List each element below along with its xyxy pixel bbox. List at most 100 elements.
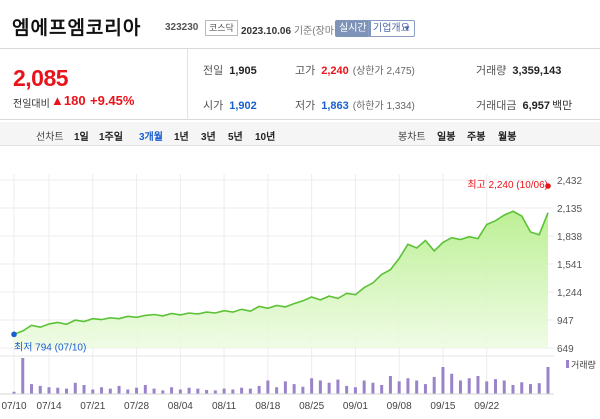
tab-1y[interactable]: 1년: [174, 132, 189, 143]
volume-bar: [546, 367, 550, 394]
prev-close-label: 전일: [203, 65, 224, 77]
volume-bar: [336, 379, 340, 394]
volume-bar: [161, 390, 165, 394]
volume-bar: [458, 380, 462, 394]
volume-bar: [108, 388, 112, 394]
price-summary: 2,085 전일대비 ▲180 +9.45% 전일 1,905 시가 1,902 고…: [0, 48, 600, 120]
tab-1d[interactable]: 1일: [74, 132, 89, 143]
high-label: 최고 2,240 (10/06): [467, 179, 548, 191]
upper-limit: (상한가 2,475): [352, 66, 415, 77]
stock-code: 323230: [165, 22, 199, 33]
volume-bar: [528, 384, 532, 394]
volume-bar: [38, 385, 42, 394]
tab-1w[interactable]: 1주일: [99, 132, 123, 143]
volume-bar: [327, 382, 331, 394]
change-amount: ▲180: [51, 93, 86, 108]
chart-period-tabs: 선차트 1일 1주일 3개월 1년 3년 5년 10년 봉차트 일봉 주봉 월봉: [0, 122, 600, 146]
x-tick-label: 07/14: [37, 401, 62, 412]
x-tick-label: 08/18: [255, 401, 280, 412]
x-tick-label: 07/21: [80, 401, 105, 412]
volume-bar: [248, 388, 252, 394]
x-tick-label: 09/01: [343, 401, 368, 412]
price-chart: 2,432 2,135 1,838 1,541 1,244 947 649 07/10 07/1…: [0, 150, 600, 419]
price-area: [14, 211, 548, 348]
volume-bar: [537, 383, 541, 394]
volume-bar: [406, 378, 410, 394]
volume-bar: [275, 387, 279, 394]
volume-bar: [65, 388, 69, 394]
amount-unit: 백만: [552, 100, 573, 112]
x-tick-label: 09/08: [387, 401, 412, 412]
volume-bar: [397, 381, 401, 394]
low-label: 최저 794 (07/10): [14, 341, 86, 353]
low-point-marker: [11, 331, 17, 338]
x-tick-label: 09/15: [430, 401, 455, 412]
chevron-down-icon: ▼: [403, 24, 411, 33]
tab-5y[interactable]: 5년: [228, 132, 243, 143]
tab-weekly[interactable]: 주봉: [467, 132, 486, 143]
x-tick-label: 08/04: [168, 401, 193, 412]
volume-bar: [450, 373, 454, 394]
volume: 거래량 3,359,143: [476, 62, 561, 78]
high-value: 2,240: [321, 65, 349, 77]
volume-bar: [511, 385, 515, 394]
lower-limit: (하한가 1,334): [352, 101, 415, 112]
y-tick-label: 1,541: [557, 260, 582, 271]
volume-bar: [502, 380, 506, 394]
prev-close-value: 1,905: [229, 65, 257, 77]
x-tick-label: 07/10: [1, 401, 26, 412]
volume-bar: [178, 389, 182, 394]
stock-header: 엠에프엠코리아 323230 코스닥 2023.10.06 기준(장마감) 실시…: [0, 0, 600, 48]
volume-bar: [388, 376, 392, 394]
open-price: 시가 1,902: [203, 97, 257, 113]
x-tick-label: 09/22: [474, 401, 499, 412]
volume-bar: [231, 389, 235, 394]
tab-daily[interactable]: 일봉: [437, 132, 456, 143]
tab-10y[interactable]: 10년: [255, 132, 276, 143]
tab-monthly[interactable]: 월봉: [498, 132, 517, 143]
price-chart-svg: 2,432 2,135 1,838 1,541 1,244 947 649 07/10 07/1…: [0, 174, 596, 412]
volume-bar: [91, 389, 95, 394]
trade-amount: 거래대금 6,957 백만: [476, 97, 572, 113]
high-point-marker: [545, 183, 551, 189]
volume-bar: [292, 384, 296, 394]
volume-bar: [143, 385, 147, 394]
volume-bar: [126, 389, 130, 394]
open-value: 1,902: [229, 100, 257, 112]
current-price: 2,085: [13, 65, 69, 91]
company-overview-dropdown[interactable]: 기업개요 ▼: [368, 20, 415, 37]
volume-bar: [362, 380, 366, 394]
volume-bar: [100, 387, 104, 394]
volume-bar: [371, 382, 375, 394]
prev-close: 전일 1,905: [203, 62, 257, 78]
tab-3y[interactable]: 3년: [201, 132, 216, 143]
volume-bar: [485, 381, 489, 394]
low-value: 1,863: [321, 100, 349, 112]
tab-3m[interactable]: 3개월: [139, 132, 163, 143]
volume-bar: [345, 385, 349, 394]
volume-legend-label: 거래량: [571, 359, 596, 370]
as-of-date-value: 2023.10.06: [241, 26, 292, 37]
high-price: 고가 2,240 (상한가 2,475): [295, 62, 415, 78]
market-badge: 코스닥: [205, 20, 238, 36]
as-of-date: 2023.10.06 기준(장마감): [241, 22, 347, 37]
volume-bar: [318, 380, 322, 394]
volume-bar: [353, 387, 357, 394]
y-tick-label: 2,135: [557, 204, 582, 215]
x-tick-label: 08/25: [299, 401, 324, 412]
y-tick-label: 649: [557, 344, 574, 355]
realtime-button[interactable]: 실시간: [335, 20, 371, 37]
volume-bar: [415, 380, 419, 394]
high-label: 고가: [295, 65, 316, 77]
y-tick-label: 1,838: [557, 232, 582, 243]
line-chart-label: 선차트: [36, 132, 64, 143]
y-tick-label: 1,244: [557, 288, 582, 299]
volume-bar: [135, 387, 139, 394]
amount-label: 거래대금: [476, 100, 517, 112]
volume-bar: [301, 386, 305, 394]
volume-bar: [30, 384, 34, 394]
volume-bar: [520, 382, 524, 394]
stock-name: 엠에프엠코리아: [12, 18, 142, 39]
as-of-suffix: 기준(장마감): [293, 26, 347, 37]
volume-bar: [12, 391, 16, 394]
